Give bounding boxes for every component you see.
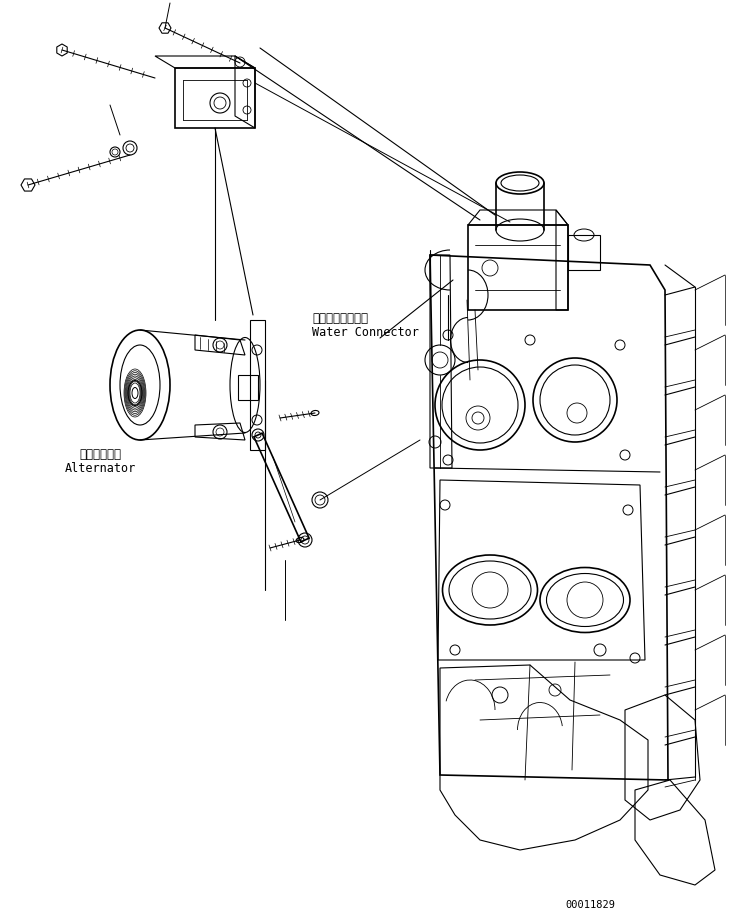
- Text: オルタネータ: オルタネータ: [79, 448, 121, 461]
- Text: ウォータコネクタ: ウォータコネクタ: [312, 312, 368, 324]
- Text: 00011829: 00011829: [565, 900, 615, 910]
- Text: Alternator: Alternator: [65, 461, 136, 474]
- Text: Water Connector: Water Connector: [312, 325, 419, 338]
